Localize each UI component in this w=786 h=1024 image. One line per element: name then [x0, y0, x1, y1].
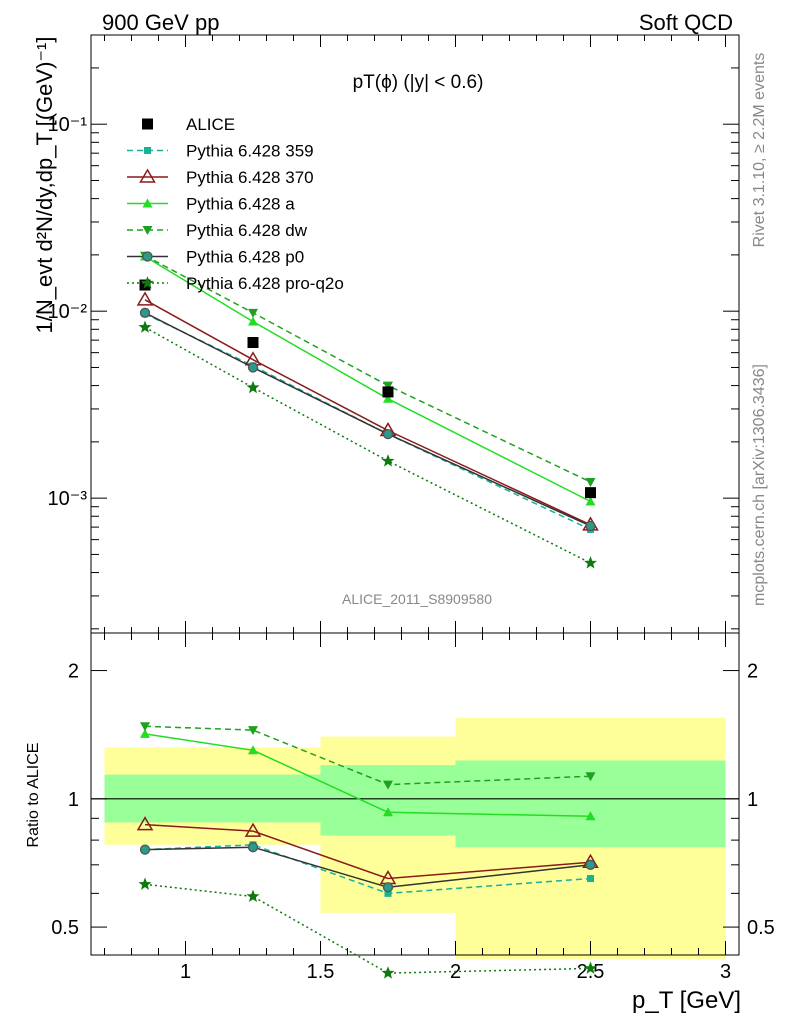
xtick-label: 1.5	[307, 961, 335, 983]
series-point-pro-q2o	[583, 556, 598, 569]
legend-marker	[140, 276, 155, 289]
ratio-series-group	[136, 722, 599, 979]
ratio-point-p0	[247, 842, 259, 853]
ratio-ytick-label-right: 0.5	[747, 917, 775, 939]
ratio-point-pro-q2o	[381, 966, 395, 979]
ratio-point-370	[244, 822, 262, 837]
legend-label: Pythia 6.428 pro-q2o	[186, 274, 344, 293]
series-line-dw	[144, 255, 591, 483]
ratio-line-dw	[144, 725, 591, 786]
xtick-label: 3	[720, 961, 731, 983]
series-point-a	[585, 496, 596, 506]
ratio-line-370	[144, 823, 591, 880]
legend-marker	[139, 168, 156, 183]
legend-label: Pythia 6.428 p0	[186, 248, 304, 267]
ratio-ytick-label-right: 1	[747, 789, 758, 811]
ratio-line-359	[144, 844, 591, 895]
series-point-p0	[247, 362, 259, 373]
main-plot-frame	[90, 34, 740, 634]
side-label-rivet: Rivet 3.1.10, ≥ 2.2M events	[751, 53, 768, 248]
ratio-point-p0	[139, 844, 151, 855]
legend-label: Pythia 6.428 370	[186, 168, 314, 187]
legend-marker	[142, 251, 153, 262]
ratio-point-a	[585, 811, 596, 821]
series-point-a	[248, 316, 258, 326]
series-line-370	[144, 299, 591, 526]
alice-data-point	[585, 487, 596, 499]
alice-data-point	[382, 386, 394, 398]
legend-label: Pythia 6.428 dw	[186, 221, 308, 240]
series-point-dw	[585, 478, 596, 488]
ratio-ytick-label-left: 0.5	[51, 917, 79, 939]
ratio-point-359	[384, 889, 392, 897]
top-left-label: 900 GeV pp	[102, 10, 219, 35]
ratio-ylabel: Ratio to ALICE	[25, 743, 42, 848]
legend-label: Pythia 6.428 359	[186, 142, 314, 161]
ratio-point-359	[587, 875, 594, 883]
ratio-plot-frame	[90, 632, 740, 956]
ratio-point-dw	[140, 722, 150, 732]
main-ytick-label: 10⁻³	[48, 488, 88, 510]
top-right-label: Soft QCD	[639, 10, 733, 35]
series-point-a	[383, 393, 393, 403]
main-ylabel: 1/N_evt d²N/dy,dp_T [(GeV)⁻¹]	[32, 37, 57, 334]
series-point-dw	[248, 308, 258, 318]
legend-label: ALICE	[186, 115, 235, 134]
main-series-group	[136, 251, 599, 569]
series-line-a	[144, 255, 591, 503]
ratio-ytick-label-right: 2	[747, 661, 758, 683]
main-ytick-label: 10⁻¹	[48, 114, 88, 136]
xtick-label: 2.5	[577, 961, 605, 983]
ratio-point-pro-q2o	[583, 961, 598, 974]
series-point-p0	[382, 428, 394, 440]
plot-title: pT(ϕ) (|y| < 0.6)	[353, 72, 484, 93]
series-point-dw	[383, 381, 393, 391]
ratio-ytick-label-left: 1	[68, 789, 79, 811]
ratio-point-370	[136, 816, 154, 831]
legend-marker	[142, 118, 153, 130]
ratio-point-p0	[382, 882, 394, 893]
series-point-p0	[585, 520, 596, 532]
series-point-p0	[139, 307, 151, 318]
ratio-point-pro-q2o	[138, 877, 152, 890]
main-axis-ticks: 10⁻¹ 10⁻² 10⁻³	[48, 35, 739, 633]
legend-label: Pythia 6.428 a	[186, 195, 295, 214]
xtick-label: 1	[180, 961, 191, 983]
side-label-mcplots: mcplots.cern.ch [arXiv:1306.3436]	[751, 364, 768, 606]
ratio-bands	[91, 717, 739, 960]
series-point-pro-q2o	[246, 380, 260, 394]
main-ytick-label: 10⁻²	[48, 301, 88, 323]
series-point-370	[136, 291, 154, 306]
legend-marker	[142, 226, 153, 235]
ratio-point-dw	[248, 726, 258, 736]
ratio-point-a	[140, 728, 150, 738]
legend-marker	[142, 198, 153, 208]
alice-data-point	[247, 336, 259, 348]
ratio-ytick-label-left: 2	[68, 661, 79, 683]
legend: ALICE Pythia 6.428 359 Pythia 6.428 370 Pyt…	[127, 115, 344, 293]
ratio-point-dw	[585, 772, 596, 782]
series-point-pro-q2o	[138, 320, 152, 333]
series-line-p0	[144, 312, 591, 527]
uncertainty-band-stat	[320, 765, 456, 836]
watermark-text: ALICE_2011_S8909580	[342, 591, 492, 607]
legend-marker	[144, 147, 151, 154]
ratio-line-pro-q2o	[144, 883, 591, 974]
series-point-pro-q2o	[381, 454, 395, 467]
ratio-point-a	[383, 807, 393, 817]
ratio-point-pro-q2o	[246, 889, 260, 902]
ratio-line-a	[144, 733, 591, 818]
ratio-point-dw	[383, 780, 393, 790]
series-line-pro-q2o	[144, 326, 591, 564]
x-axis-label: p_T [GeV]	[632, 987, 741, 1014]
ratio-line-p0	[144, 846, 591, 889]
ratio-point-a	[248, 745, 258, 755]
ratio-point-p0	[585, 859, 596, 870]
